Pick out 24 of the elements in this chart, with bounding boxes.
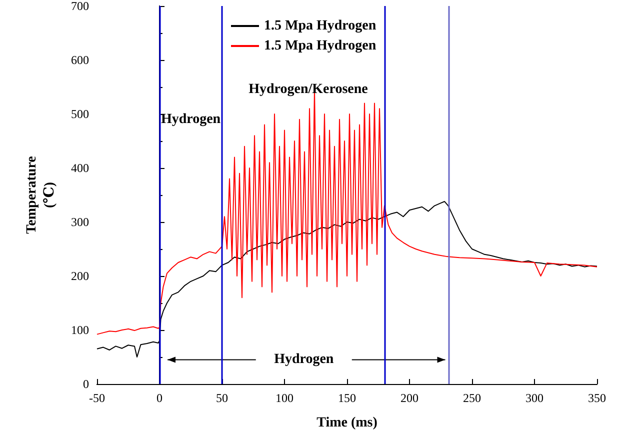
x-tick-label: 350 — [588, 391, 606, 405]
legend-label: 1.5 Mpa Hydrogen — [264, 38, 376, 54]
y-tick-label: 200 — [71, 269, 89, 283]
x-tick-label: 150 — [338, 391, 356, 405]
y-tick-label: 600 — [71, 53, 89, 67]
y-tick-label: 500 — [71, 107, 89, 121]
y-tick-label: 0 — [83, 377, 89, 391]
y-tick-label: 400 — [71, 161, 89, 175]
x-tick-label: 0 — [156, 391, 162, 405]
annotation: Hydrogen — [160, 112, 221, 127]
y-tick-label: 700 — [71, 0, 89, 13]
y-tick-label: 100 — [71, 323, 89, 337]
x-tick-label: 50 — [216, 391, 228, 405]
annotation: Hydrogen/Kerosene — [248, 82, 368, 98]
annotation: Hydrogen — [274, 352, 334, 368]
x-axis-title: Time (ms) — [316, 416, 378, 430]
x-tick-label: -50 — [89, 391, 105, 405]
y-axis-title: Temperature (℃) — [24, 156, 58, 234]
x-tick-label: 200 — [400, 391, 418, 405]
legend-label: 1.5 Mpa Hydrogen — [264, 18, 376, 34]
x-tick-label: 250 — [463, 391, 481, 405]
y-tick-label: 300 — [71, 215, 89, 229]
x-tick-label: 300 — [526, 391, 544, 405]
x-tick-label: 100 — [276, 391, 294, 405]
